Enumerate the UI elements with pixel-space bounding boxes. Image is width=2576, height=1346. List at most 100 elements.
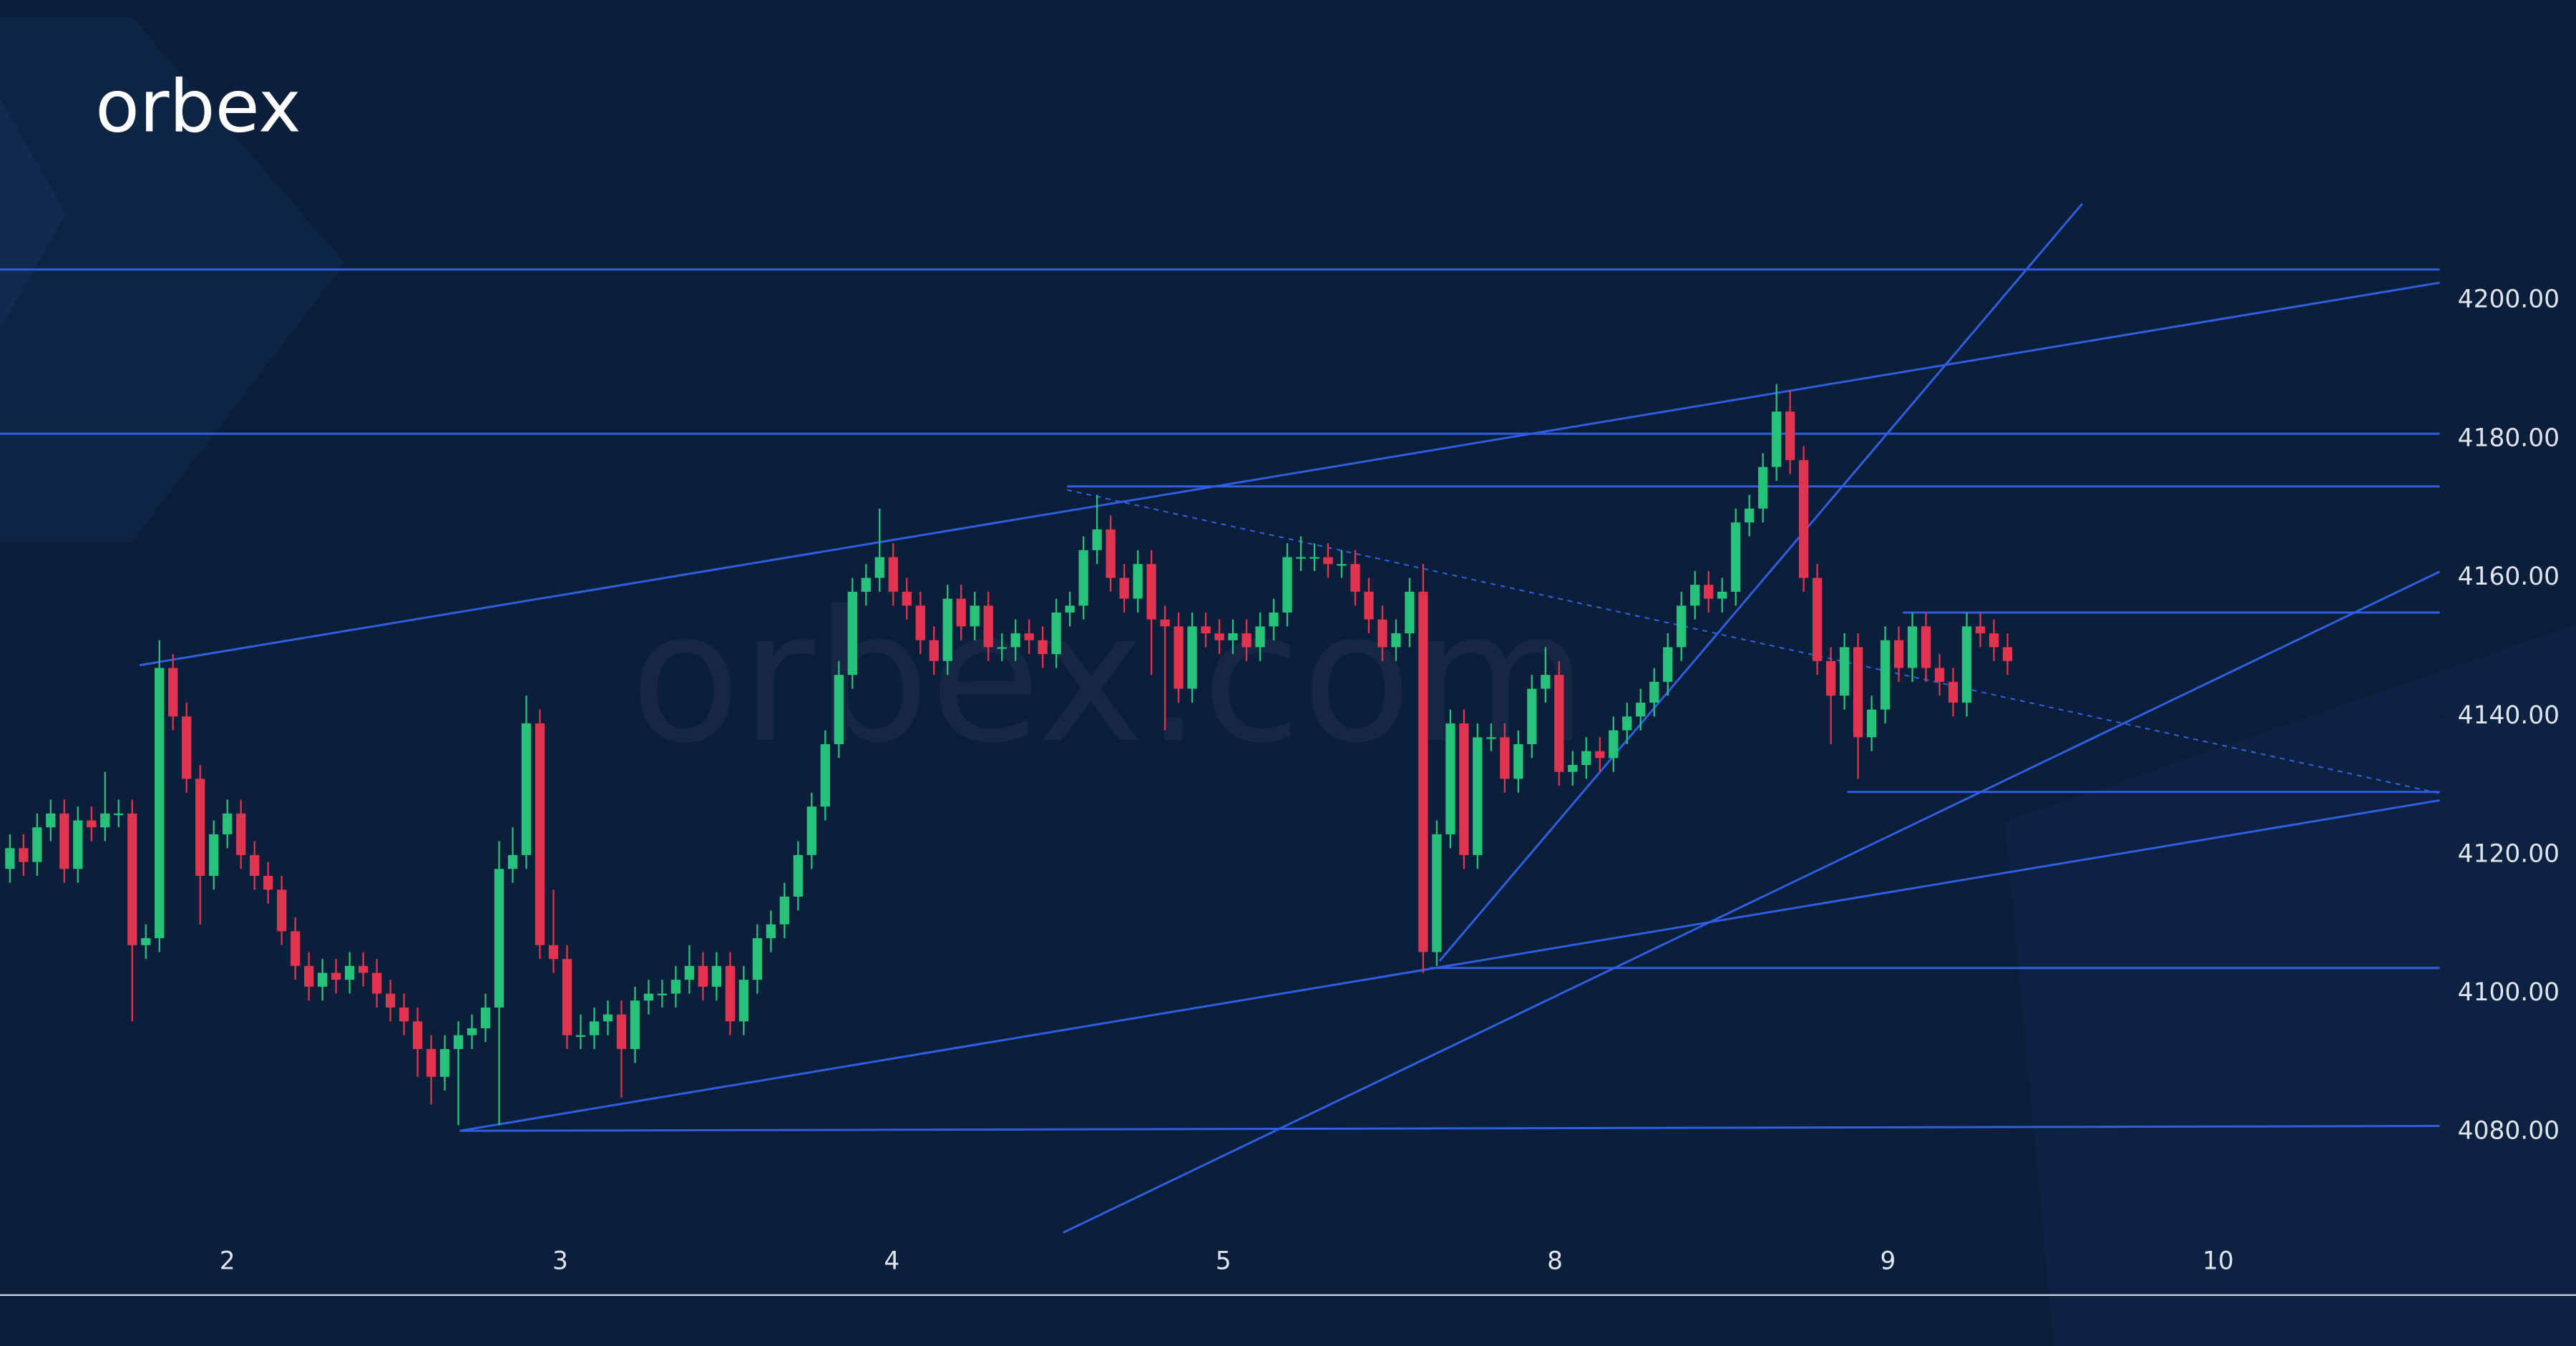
candle bbox=[1907, 613, 1918, 682]
candle bbox=[1758, 453, 1768, 523]
candle-body bbox=[223, 813, 233, 834]
candle bbox=[970, 591, 980, 640]
candle bbox=[1486, 723, 1496, 751]
candle bbox=[426, 1035, 436, 1105]
candle-body bbox=[1269, 613, 1279, 627]
candle-body bbox=[1119, 577, 1129, 599]
candle-body bbox=[535, 723, 545, 945]
candle-body bbox=[182, 716, 192, 779]
candle-body bbox=[1350, 564, 1360, 592]
candle-body bbox=[1989, 633, 1999, 648]
candle bbox=[439, 1035, 450, 1091]
candle-body bbox=[371, 972, 382, 994]
candle bbox=[616, 1000, 627, 1098]
candle-body bbox=[915, 605, 925, 640]
candle bbox=[1432, 820, 1442, 966]
candle-body bbox=[1513, 743, 1523, 779]
candle bbox=[250, 841, 260, 890]
candle bbox=[1473, 723, 1483, 869]
candle bbox=[752, 924, 763, 994]
candle bbox=[1704, 570, 1714, 613]
candle-body bbox=[1948, 681, 1958, 703]
candle bbox=[1065, 591, 1075, 627]
candle-body bbox=[1799, 459, 1809, 578]
trendline bbox=[1067, 489, 2440, 794]
candle-body bbox=[1486, 737, 1496, 739]
candle bbox=[318, 959, 328, 1001]
candle-body bbox=[1459, 723, 1469, 855]
candle-body bbox=[793, 854, 803, 897]
candle-body bbox=[1296, 557, 1306, 559]
candle bbox=[1839, 633, 1850, 710]
candle-body bbox=[1745, 508, 1755, 523]
candle-body bbox=[1364, 591, 1374, 620]
candle bbox=[1241, 619, 1252, 661]
candle-body bbox=[5, 848, 15, 869]
candle-body bbox=[59, 813, 69, 869]
candle bbox=[1948, 668, 1958, 717]
trendline bbox=[139, 281, 2440, 667]
candle-body bbox=[874, 557, 884, 578]
candle-body bbox=[467, 1028, 477, 1035]
candle bbox=[1051, 598, 1061, 668]
candle-body bbox=[589, 1021, 600, 1035]
candle-body bbox=[1690, 585, 1700, 606]
candle-body bbox=[263, 875, 273, 890]
x-tick-label: 4 bbox=[884, 1247, 899, 1275]
candle bbox=[453, 1021, 464, 1126]
candle bbox=[2002, 633, 2013, 676]
y-tick-label: 4120.00 bbox=[2458, 839, 2560, 868]
candle-body bbox=[521, 723, 532, 855]
candle-body bbox=[1174, 626, 1184, 689]
candle bbox=[1146, 550, 1156, 676]
candle-body bbox=[1133, 564, 1143, 599]
candle bbox=[997, 633, 1007, 661]
candle bbox=[1622, 702, 1632, 744]
candle-body bbox=[1255, 626, 1265, 648]
candle bbox=[535, 709, 545, 960]
candle-body bbox=[1554, 675, 1564, 772]
candle bbox=[236, 799, 246, 869]
candle bbox=[277, 875, 287, 945]
candle bbox=[1663, 633, 1673, 696]
candle bbox=[915, 591, 925, 655]
candle bbox=[643, 980, 654, 1015]
watermark: orbex.com bbox=[630, 572, 1588, 783]
candle-body bbox=[1649, 681, 1659, 703]
candle bbox=[1445, 709, 1455, 849]
candle-body bbox=[1445, 723, 1455, 834]
candle bbox=[494, 841, 504, 1126]
candle-body bbox=[250, 854, 260, 876]
candle-body bbox=[141, 938, 151, 945]
candle-body bbox=[670, 980, 681, 994]
candle-body bbox=[1758, 467, 1768, 509]
candle bbox=[874, 508, 884, 592]
candle-body bbox=[616, 1014, 627, 1050]
candle-body bbox=[1609, 730, 1619, 759]
candle bbox=[1772, 384, 1782, 482]
candle bbox=[59, 799, 69, 883]
candles bbox=[5, 384, 2013, 1126]
candle bbox=[1731, 508, 1741, 606]
candle-body bbox=[1636, 702, 1646, 717]
y-tick-label: 4160.00 bbox=[2458, 562, 2560, 591]
candle bbox=[1975, 613, 1986, 648]
candle-body bbox=[1825, 660, 1836, 696]
candle-body bbox=[127, 813, 137, 945]
candle bbox=[806, 792, 816, 869]
candle bbox=[1364, 577, 1374, 634]
candle bbox=[1527, 675, 1537, 759]
candle-body bbox=[1785, 411, 1795, 460]
candle bbox=[698, 952, 708, 1001]
candle bbox=[467, 1014, 477, 1050]
candle-body bbox=[1581, 751, 1591, 766]
candle bbox=[1554, 660, 1564, 786]
candle bbox=[1418, 564, 1428, 973]
candle-body bbox=[1187, 626, 1197, 689]
candle-body bbox=[168, 668, 178, 717]
candle bbox=[1825, 647, 1836, 744]
candle bbox=[1296, 536, 1306, 571]
candle bbox=[1853, 633, 1863, 779]
candle-body bbox=[1010, 633, 1020, 648]
